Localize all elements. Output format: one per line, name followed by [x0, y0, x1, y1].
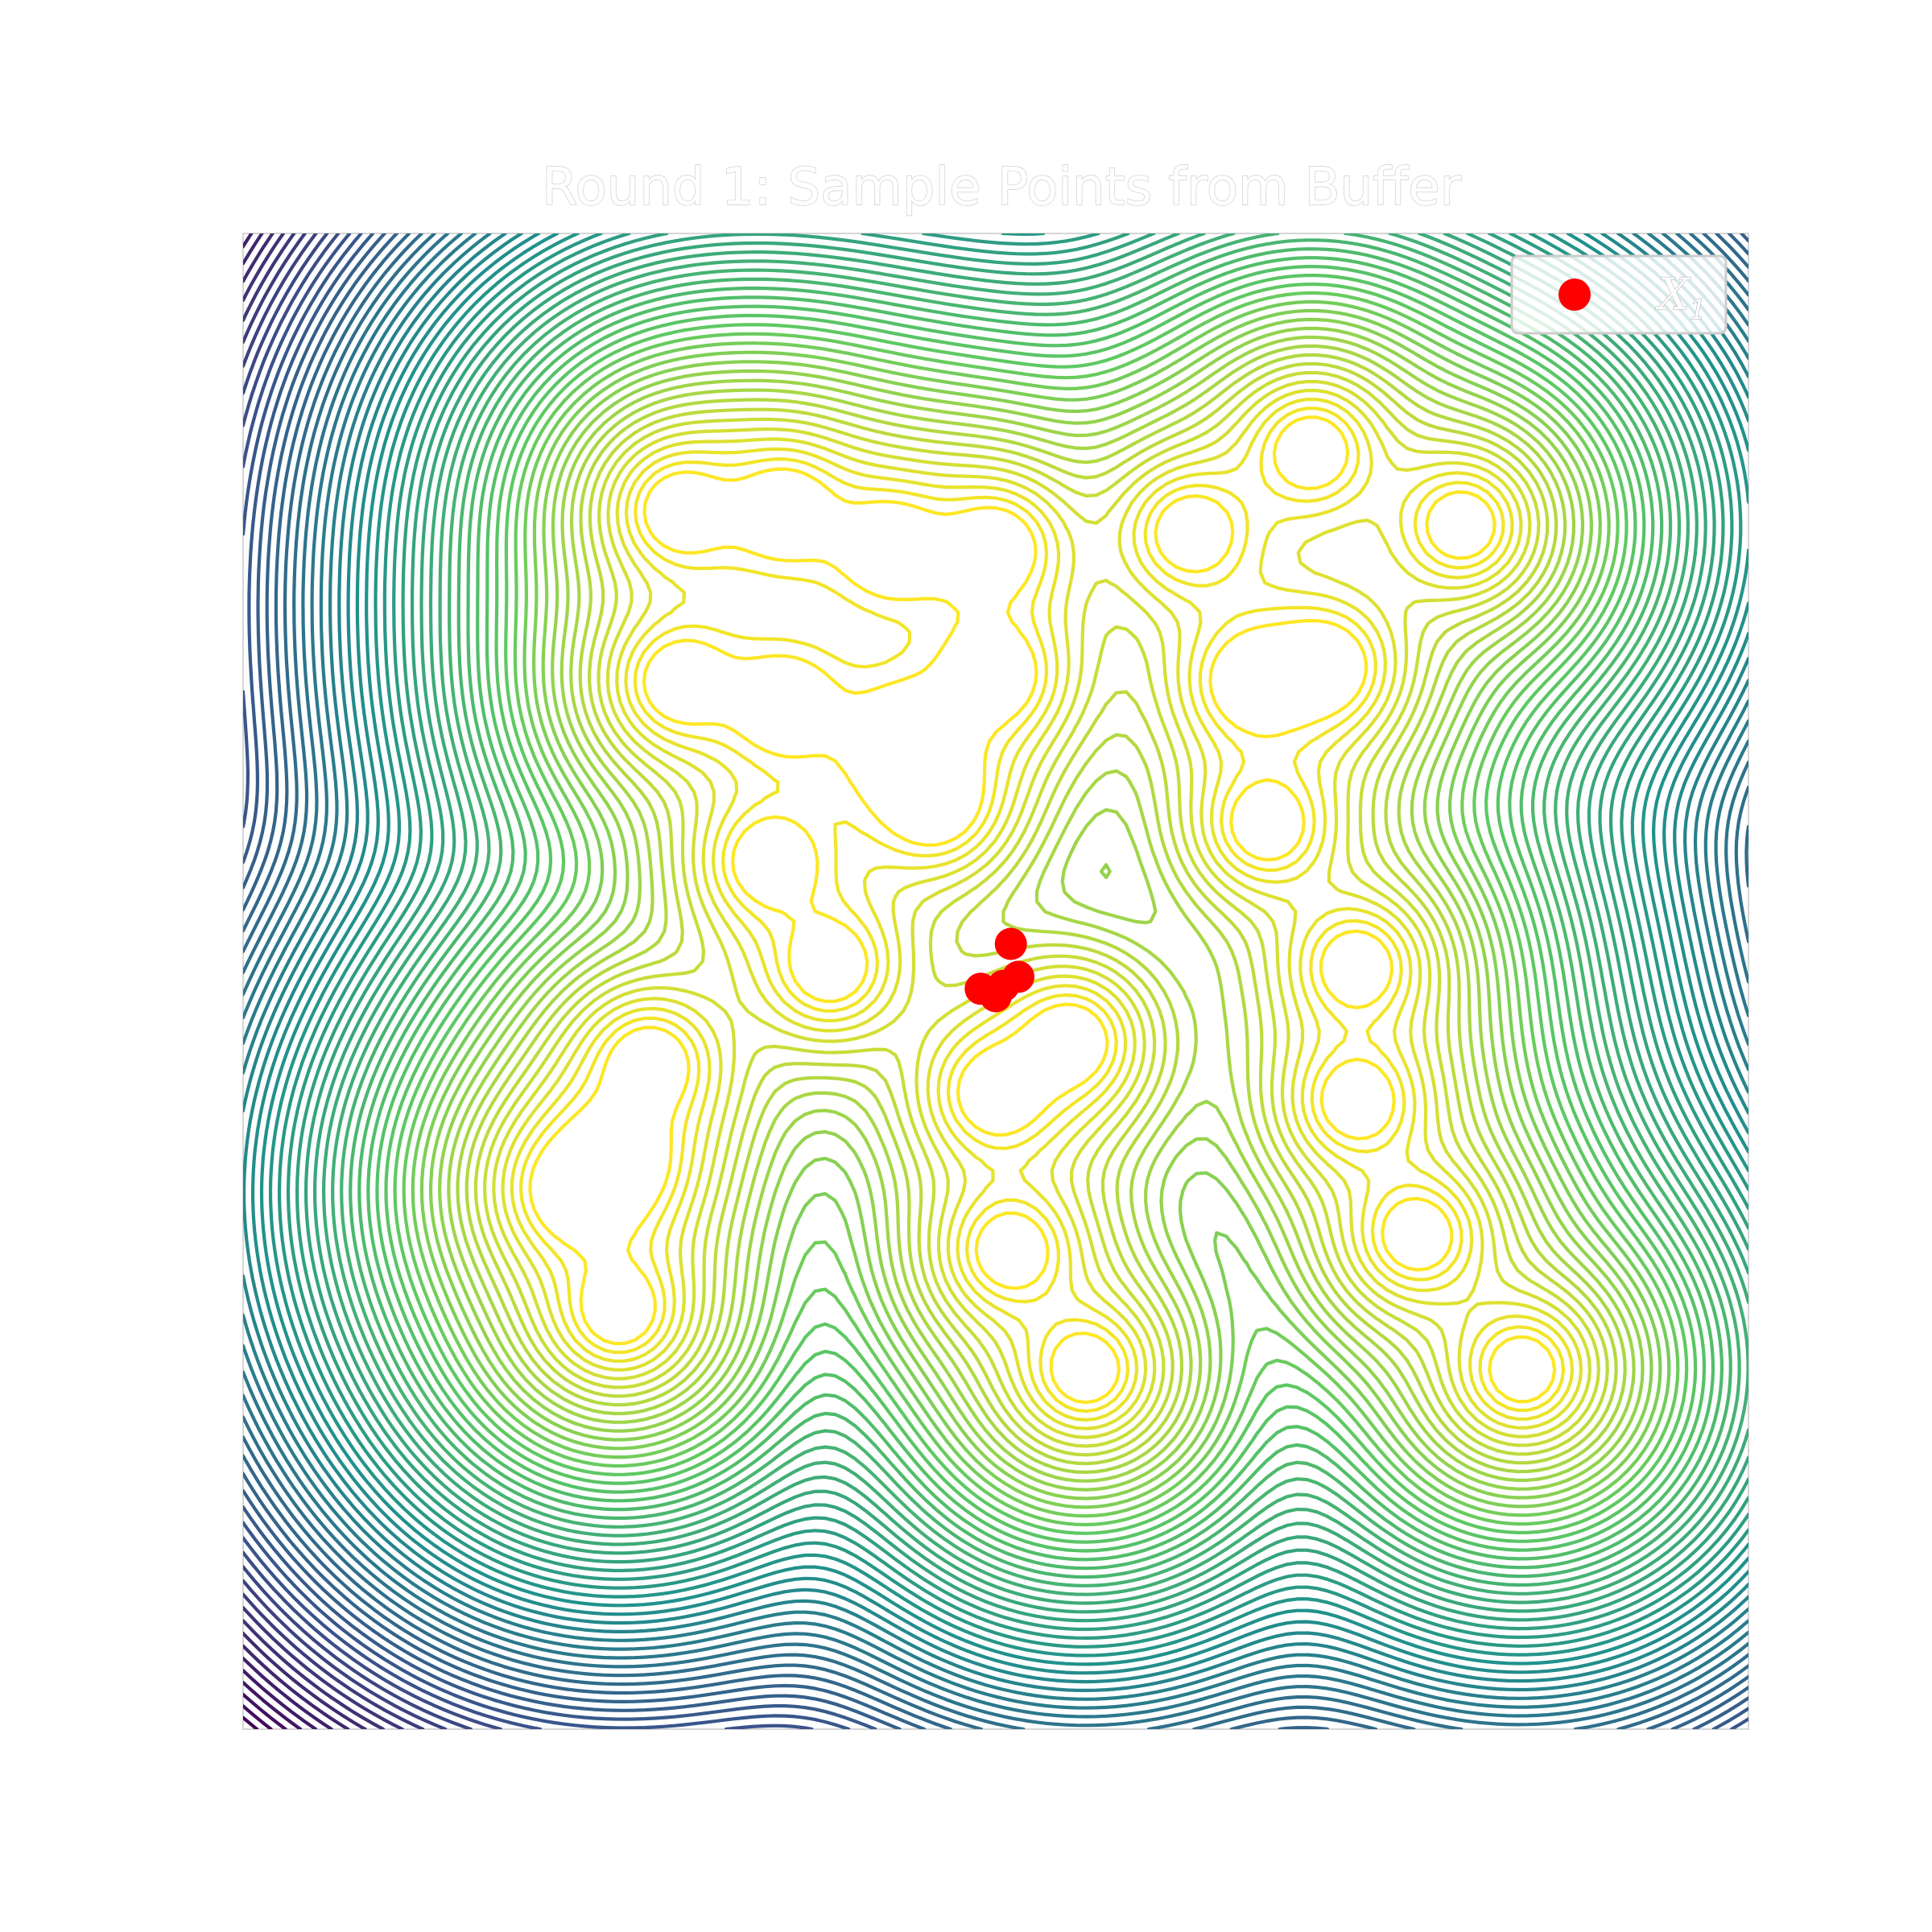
contour-level-36	[243, 233, 1748, 1719]
contour-level-41	[243, 233, 1748, 1729]
contour-level-22	[331, 233, 1748, 1596]
contour-level-13	[411, 299, 1671, 1518]
contour-level-32	[243, 233, 1748, 1684]
contour-level-17	[375, 265, 1707, 1553]
contour-level-57	[243, 1692, 287, 1729]
contour-level-12	[419, 308, 1662, 1509]
sample-point	[994, 927, 1027, 960]
contour-level-10	[438, 326, 1645, 1492]
contour-level-11	[428, 317, 1653, 1501]
contour-level-21	[340, 233, 1741, 1587]
contour-level-33	[243, 233, 1748, 1692]
legend-marker	[1558, 279, 1591, 311]
contour-level-2	[510, 398, 1575, 1422]
contour-level-37	[243, 233, 1748, 1728]
legend-box	[1510, 254, 1728, 335]
sample-points	[964, 927, 1035, 1013]
contour-level-3	[501, 388, 1583, 1430]
contour-level-29	[268, 233, 1748, 1657]
contour-level-55	[243, 1669, 318, 1729]
contour-level-38	[243, 233, 1748, 1729]
contour-level-27	[286, 233, 1748, 1640]
legend-label: X1	[1655, 269, 1707, 326]
contour-level-52	[243, 233, 367, 1729]
contour-level-47	[243, 233, 473, 1729]
contour-level-19	[357, 247, 1724, 1571]
contour-level-42	[243, 233, 1748, 1729]
legend: X1	[1510, 254, 1728, 335]
contour-level-58	[243, 1704, 273, 1729]
contour-level-16	[384, 274, 1698, 1544]
contour-lines	[243, 233, 1748, 1729]
contour-level-24	[313, 233, 1748, 1614]
contour-level-5	[483, 370, 1600, 1448]
sample-point	[1002, 960, 1035, 993]
contour-level-56	[243, 1681, 303, 1729]
contour-level-53	[243, 233, 350, 1729]
contour-level-31	[250, 233, 1748, 1675]
contour-level-50	[243, 233, 404, 1729]
chart-title: Round 1: Sample Points from Buffer	[542, 158, 1462, 217]
contour-level-8	[456, 344, 1627, 1474]
contour-level-28	[277, 233, 1748, 1649]
contour-level-44	[243, 233, 1748, 1729]
contour-level-15	[393, 283, 1689, 1535]
contour-level-43	[243, 233, 1748, 1729]
contour-level-51	[243, 233, 386, 1729]
contour-level-39	[243, 233, 1748, 1729]
contour-level-59	[243, 1715, 259, 1729]
contour-level-20	[349, 238, 1732, 1579]
contour-level-1	[519, 407, 1566, 1414]
contour-level-40	[243, 233, 1748, 1729]
contour-level-54	[243, 233, 333, 1729]
contour-level-35	[243, 233, 1748, 1710]
contour-level-14	[402, 291, 1680, 1527]
contour-level-46	[243, 233, 503, 1729]
contour-level-23	[322, 233, 1748, 1605]
contour-level-4	[492, 379, 1591, 1439]
contour-level-25	[304, 233, 1748, 1623]
contour-level-0	[528, 415, 1557, 1405]
contour-level-34	[243, 233, 1748, 1701]
contour-level-30	[259, 233, 1748, 1666]
contour-level-48	[243, 233, 448, 1729]
contour-level-18	[366, 256, 1715, 1562]
contour-level-7	[464, 353, 1618, 1466]
contour-level-45	[243, 233, 814, 1729]
contour-level-9	[447, 335, 1636, 1483]
contour-level-49	[243, 233, 425, 1729]
